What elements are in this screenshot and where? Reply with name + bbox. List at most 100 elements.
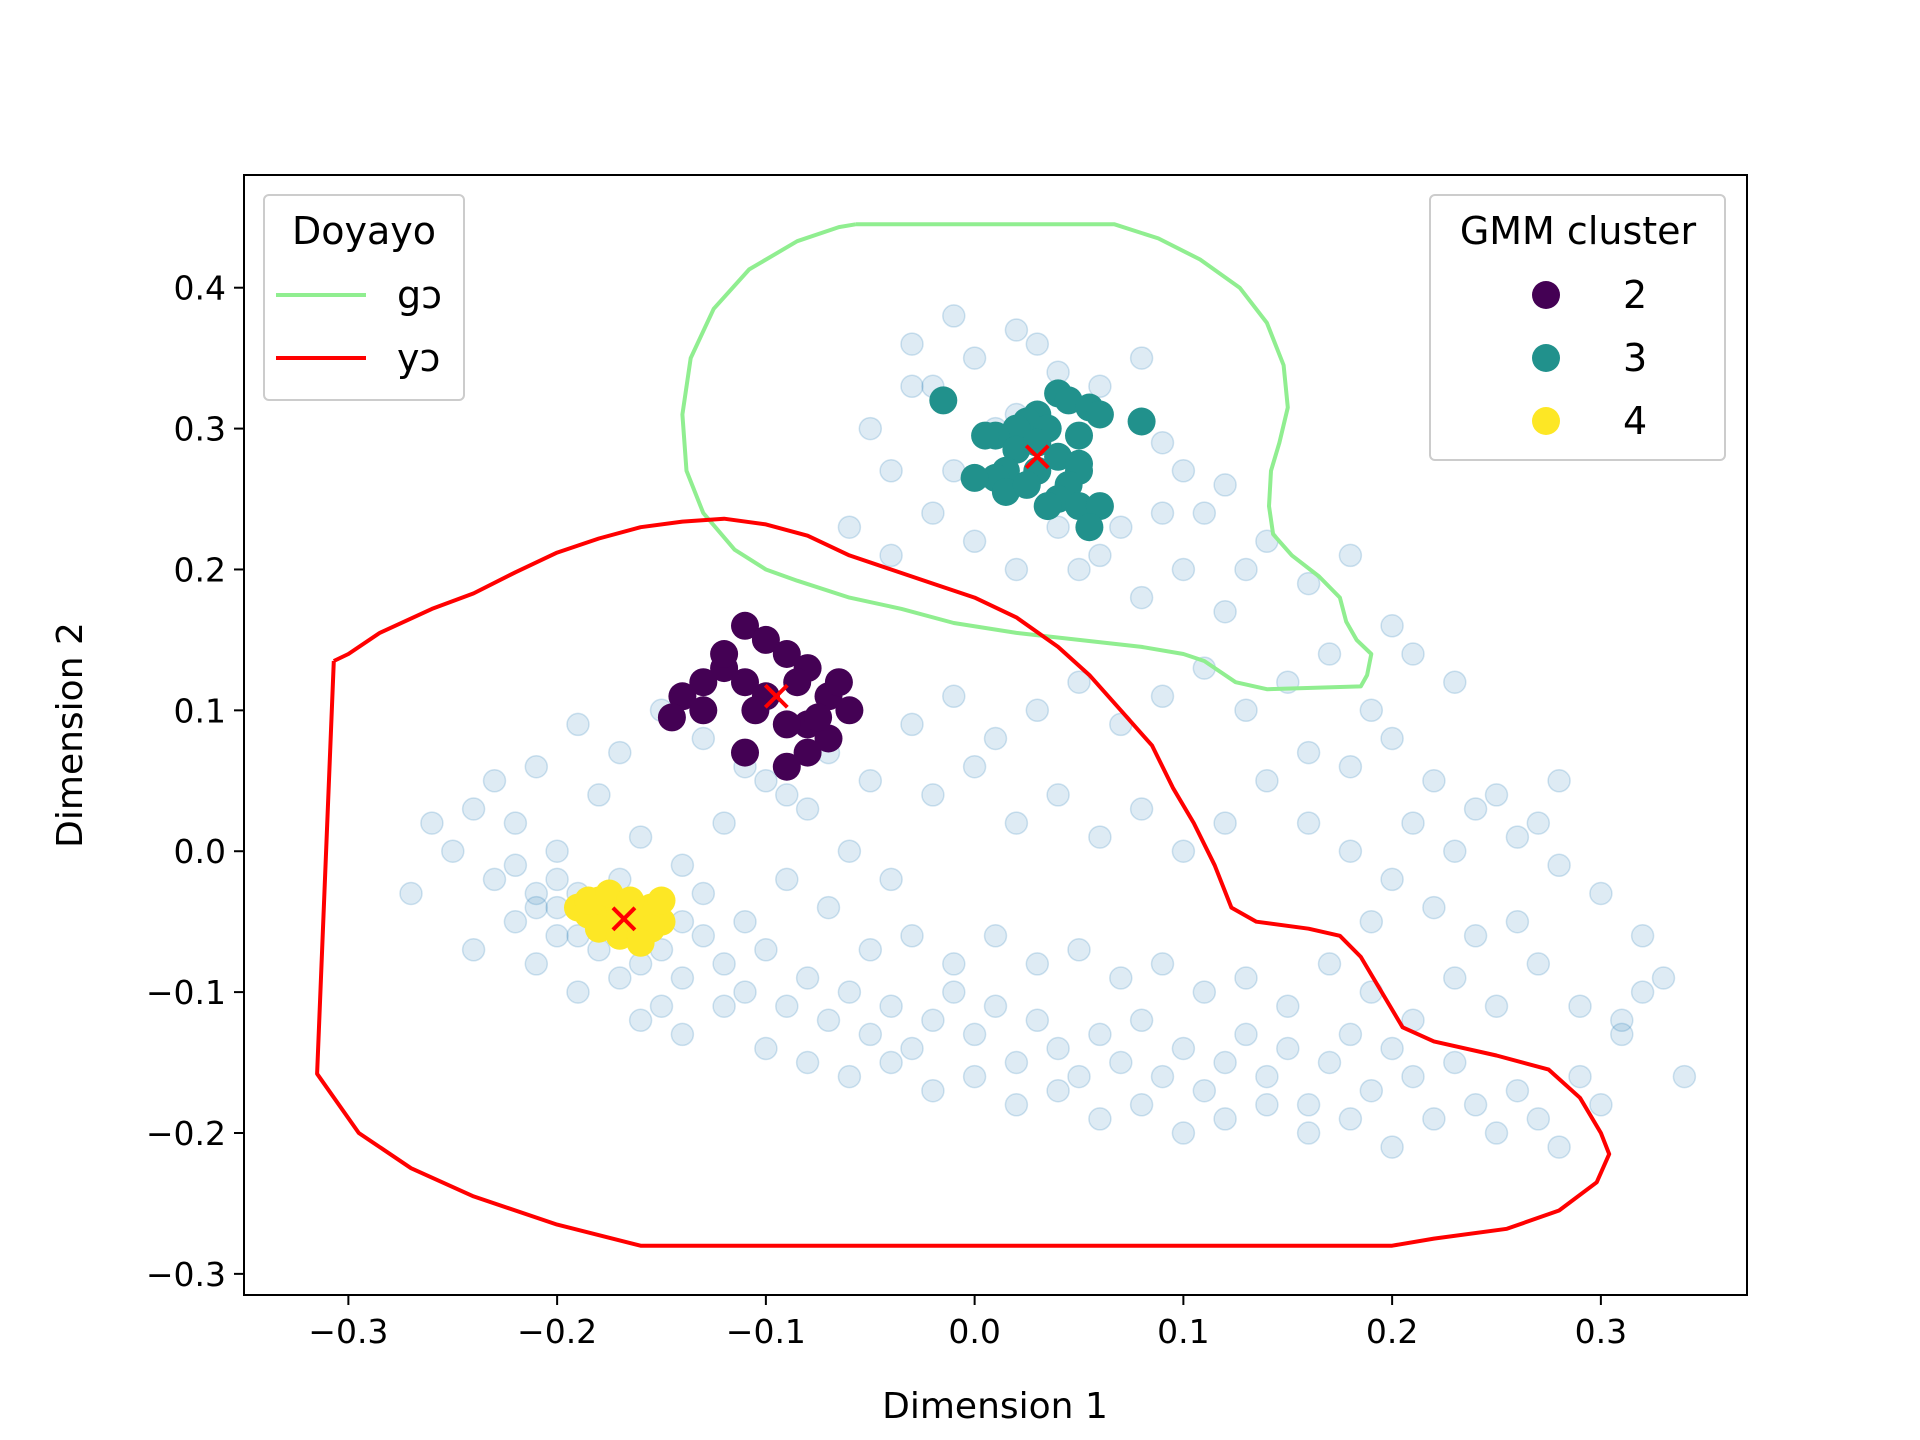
background-point-168 — [1380, 1135, 1404, 1159]
background-point-39 — [1317, 1050, 1342, 1075]
background-point-78 — [1255, 769, 1279, 793]
background-point-14 — [795, 966, 820, 990]
background-point-171 — [524, 952, 549, 976]
cluster-3-point-12 — [1065, 421, 1093, 450]
legend-gmm-cluster: GMM cluster 2 3 4 — [1429, 194, 1726, 461]
background-point-52 — [1589, 1093, 1613, 1117]
background-point-201 — [1338, 839, 1363, 863]
background-point-187 — [1192, 980, 1217, 1004]
background-point-73 — [1046, 783, 1070, 807]
background-point-46 — [1463, 1093, 1488, 1117]
y-tick-label: 0.0 — [174, 832, 226, 871]
legend-label-cluster-4: 4 — [1623, 399, 1647, 443]
background-point-29 — [1109, 1050, 1133, 1075]
centroid-stroke — [1024, 444, 1050, 470]
cluster-2-point-10 — [835, 696, 864, 725]
background-point-103 — [1067, 670, 1091, 694]
y-tick-label: 0.1 — [174, 691, 226, 730]
background-point-183 — [1025, 952, 1050, 976]
cluster-3-point-0 — [929, 386, 958, 415]
background-point-181 — [942, 952, 966, 976]
background-point-143 — [1067, 557, 1091, 582]
background-point-182 — [983, 924, 1008, 948]
background-point-217 — [524, 881, 549, 906]
cluster-3-point-27 — [1012, 470, 1041, 499]
background-point-12 — [754, 938, 778, 962]
legend-marker-cluster-4 — [1532, 407, 1560, 435]
background-point-204 — [1547, 853, 1571, 878]
background-point-157 — [921, 1078, 945, 1103]
background-point-2 — [545, 924, 569, 948]
background-point-63 — [628, 825, 653, 849]
cluster-2-point-14 — [731, 738, 759, 767]
background-point-65 — [712, 811, 736, 835]
legend-label-yo: yɔ — [397, 336, 440, 380]
cluster-2-point-0 — [731, 611, 759, 640]
background-point-79 — [1296, 740, 1321, 765]
background-point-64 — [670, 853, 695, 878]
x-tick-label: −0.1 — [726, 1312, 806, 1351]
background-point-34 — [1213, 1050, 1237, 1075]
x-axis: −0.3 −0.2 −0.1 0.0 0.1 0.2 0.3 — [308, 1295, 1627, 1351]
background-point-155 — [837, 1064, 862, 1089]
background-point-137 — [1171, 459, 1196, 483]
legend-label-cluster-2: 2 — [1623, 273, 1647, 317]
background-point-121 — [1046, 515, 1070, 539]
background-point-48 — [1505, 1078, 1530, 1103]
background-point-129 — [900, 332, 924, 356]
background-point-203 — [1505, 909, 1530, 934]
background-point-147 — [837, 515, 862, 539]
cluster-2-point-5 — [668, 682, 697, 711]
legend-doyayo: Doyayo gɔ yɔ — [263, 194, 465, 401]
background-point-35 — [1234, 1022, 1258, 1047]
background-point-66 — [754, 769, 778, 793]
background-point-114 — [1171, 557, 1196, 582]
background-point-164 — [1213, 1107, 1237, 1131]
background-point-113 — [1129, 585, 1154, 610]
cluster-4-point-16 — [626, 928, 655, 957]
background-point-195 — [1526, 952, 1551, 976]
background-point-37 — [1276, 1036, 1300, 1061]
background-point-189 — [1276, 994, 1300, 1018]
background-point-68 — [837, 839, 862, 863]
background-point-169 — [461, 938, 486, 962]
y-axis: −0.3 −0.2 −0.1 0.0 0.1 0.2 0.3 0.4 — [146, 269, 244, 1294]
background-point-22 — [962, 1022, 987, 1047]
y-tick-label: −0.3 — [146, 1255, 226, 1294]
background-point-44 — [1422, 1107, 1446, 1131]
background-point-19 — [900, 1036, 924, 1061]
background-points — [399, 304, 1697, 1159]
background-point-118 — [1338, 543, 1363, 568]
cluster-3-point-29 — [1023, 428, 1052, 457]
contour-go — [680, 222, 1374, 692]
background-point-144 — [1109, 515, 1133, 539]
background-point-176 — [733, 909, 757, 934]
cluster-3-point-5 — [1085, 400, 1114, 429]
background-point-60 — [503, 811, 528, 835]
background-point-207 — [1443, 839, 1467, 863]
cluster-2-point-1 — [751, 625, 780, 654]
legend-label-cluster-3: 3 — [1623, 336, 1647, 380]
background-point-57 — [441, 839, 465, 863]
background-point-71 — [962, 754, 987, 779]
cluster-2-point-4 — [689, 668, 718, 697]
background-point-205 — [1484, 783, 1509, 807]
doyayo-contours — [315, 222, 1612, 1248]
centroid-cluster-2 — [763, 683, 789, 709]
background-point-62 — [587, 783, 611, 807]
background-point-184 — [1067, 938, 1091, 962]
background-point-153 — [754, 1036, 778, 1061]
background-point-180 — [900, 924, 924, 948]
background-point-122 — [1004, 557, 1029, 582]
background-point-139 — [1213, 473, 1237, 497]
background-point-165 — [1255, 1093, 1279, 1117]
cluster-2-point-23 — [657, 703, 686, 732]
background-point-76 — [1171, 839, 1196, 863]
y-tick-label: 0.2 — [174, 550, 226, 589]
gmm-cluster-points — [564, 379, 1156, 957]
background-point-18 — [879, 994, 903, 1018]
background-point-10 — [712, 952, 736, 976]
background-point-94 — [691, 726, 716, 751]
background-point-124 — [921, 501, 945, 525]
